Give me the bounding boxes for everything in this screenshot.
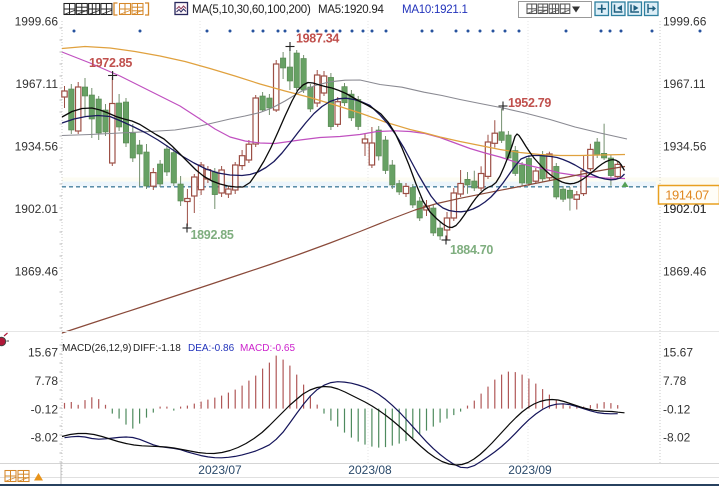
svg-text:1934.56: 1934.56 [15, 139, 59, 153]
svg-text:MA5:1920.94: MA5:1920.94 [318, 4, 385, 16]
svg-text:1967.11: 1967.11 [16, 77, 59, 91]
svg-text:DEA:-0.86: DEA:-0.86 [188, 343, 235, 354]
svg-text:2023/09: 2023/09 [508, 463, 552, 477]
svg-text:MA(5,10,30,60,100,200): MA(5,10,30,60,100,200) [192, 4, 311, 16]
svg-text:1892.85: 1892.85 [191, 228, 234, 242]
svg-text:15.67: 15.67 [663, 345, 693, 359]
svg-text:1884.70: 1884.70 [450, 243, 493, 257]
svg-text:1902.01: 1902.01 [663, 202, 707, 216]
svg-text:1869.46: 1869.46 [15, 264, 59, 278]
svg-text:1902.01: 1902.01 [15, 202, 59, 216]
svg-text:-8.02: -8.02 [663, 431, 691, 445]
svg-text:MACD:-0.65: MACD:-0.65 [240, 343, 295, 354]
svg-text:MACD(26,12,9): MACD(26,12,9) [62, 343, 131, 354]
svg-text:-0.12: -0.12 [663, 402, 691, 416]
svg-text:1972.85: 1972.85 [89, 56, 132, 70]
svg-text:1967.11: 1967.11 [663, 77, 706, 91]
svg-text:1999.66: 1999.66 [15, 14, 59, 28]
svg-text:15.67: 15.67 [28, 345, 58, 359]
svg-text:7.78: 7.78 [663, 374, 687, 388]
svg-text:MA10:1921.1: MA10:1921.1 [402, 4, 468, 16]
svg-text:-8.02: -8.02 [31, 431, 59, 445]
svg-text:1869.46: 1869.46 [663, 264, 707, 278]
svg-text:1914.07: 1914.07 [665, 188, 709, 203]
svg-text:DIFF:-1.18: DIFF:-1.18 [133, 343, 181, 354]
svg-text:1999.66: 1999.66 [663, 14, 707, 28]
svg-text:7.78: 7.78 [35, 374, 59, 388]
svg-text:1952.79: 1952.79 [508, 96, 551, 110]
svg-text:1934.56: 1934.56 [663, 139, 707, 153]
svg-text:2023/07: 2023/07 [198, 463, 242, 477]
svg-text:2023/08: 2023/08 [348, 463, 392, 477]
svg-text:-0.12: -0.12 [31, 402, 59, 416]
svg-text:1987.34: 1987.34 [296, 32, 339, 46]
